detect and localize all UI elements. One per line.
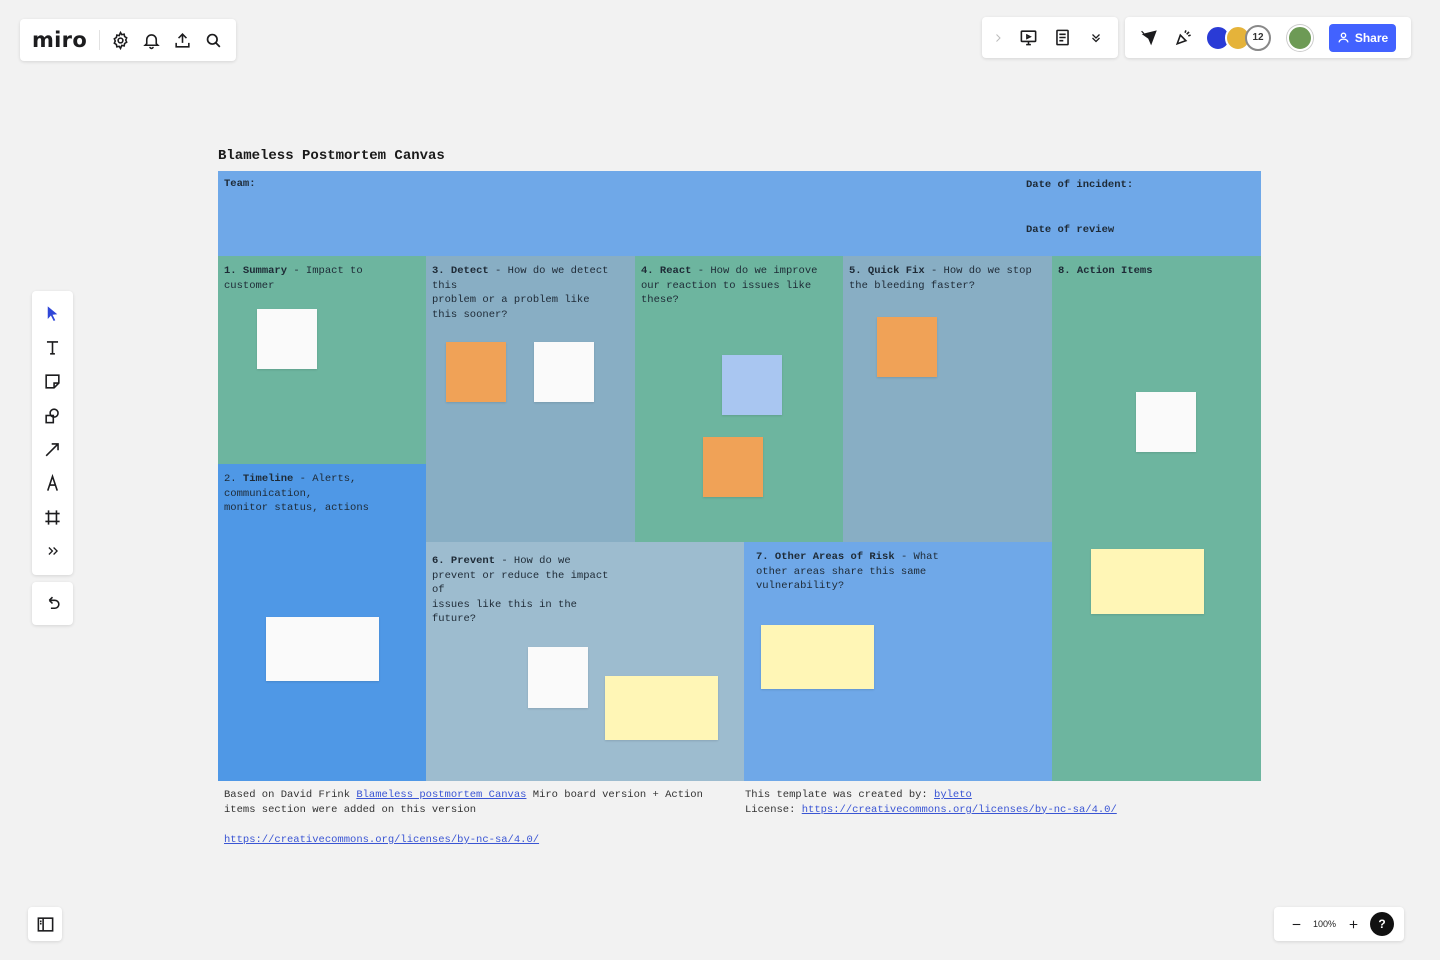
section-name: Other Areas of Risk	[774, 551, 895, 563]
collaborator-count-badge[interactable]: 12	[1245, 24, 1271, 51]
section-number: 5.	[849, 265, 862, 277]
board-header[interactable]	[218, 171, 1261, 256]
sticky-note[interactable]	[1091, 549, 1204, 614]
footer-license-url: https://creativecommons.org/licenses/by-…	[224, 833, 539, 848]
celebrate-icon[interactable]	[1171, 26, 1195, 50]
section-name: Action Items	[1076, 265, 1153, 277]
section-description: - How do we stop the bleeding faster?	[849, 265, 1032, 292]
section-name: React	[659, 265, 692, 277]
section-description: - Alerts, communication, monitor status,…	[224, 473, 369, 515]
canvas-source-link[interactable]: Blameless postmortem Canvas	[356, 789, 527, 801]
sticky-note[interactable]	[534, 342, 594, 402]
section-number: 8.	[1058, 265, 1071, 277]
sticky-note[interactable]	[703, 437, 763, 497]
settings-icon[interactable]	[110, 28, 131, 52]
section-name: Prevent	[450, 555, 496, 567]
upload-icon[interactable]	[172, 28, 193, 52]
sticky-note-tool-icon[interactable]	[39, 369, 67, 393]
share-label: Share	[1354, 30, 1389, 45]
board-title[interactable]: Blameless Postmortem Canvas	[218, 148, 445, 164]
credits-prefix: This template was created by:	[745, 789, 935, 801]
section-number: 6.	[432, 555, 445, 567]
section-number: 1.	[224, 265, 237, 277]
section-name: Detect	[450, 265, 489, 277]
undo-panel	[32, 582, 73, 625]
license-link[interactable]: https://creativecommons.org/licenses/by-…	[224, 834, 540, 846]
sticky-note[interactable]	[877, 317, 937, 377]
undo-icon[interactable]	[41, 592, 65, 616]
section-number: 7.	[756, 551, 769, 563]
sticky-note[interactable]	[266, 617, 379, 681]
section-action-items[interactable]: 8. Action Items	[1052, 256, 1261, 781]
collaborator-avatars[interactable]: 12	[1205, 24, 1271, 51]
divider	[99, 30, 100, 50]
section-description: - How do we detect this problem or a pro…	[432, 265, 609, 321]
share-button[interactable]: Share	[1329, 23, 1396, 52]
miro-logo[interactable]: miro	[32, 28, 88, 52]
section-description: - How do we improve our reaction to issu…	[641, 265, 818, 307]
sticky-note[interactable]	[528, 647, 588, 708]
board-panel-toggle[interactable]	[28, 907, 62, 941]
notes-icon[interactable]	[1050, 26, 1074, 50]
section-summary[interactable]: 1. Summary - Impact to customer	[218, 256, 426, 464]
section-name: Quick Fix	[867, 265, 925, 277]
select-tool-icon[interactable]	[39, 301, 67, 325]
bell-icon[interactable]	[141, 28, 162, 52]
section-number: 4.	[641, 265, 654, 277]
cursor-follow-icon[interactable]	[1137, 26, 1161, 50]
footer-attribution: Based on David Frink Blameless postmorte…	[224, 788, 734, 817]
author-link[interactable]: byleto	[934, 789, 972, 801]
section-description: - What other areas share this same vulne…	[756, 551, 939, 593]
date-incident-label: Date of incident:	[1026, 179, 1134, 191]
user-icon	[1338, 32, 1349, 43]
footer-credits: This template was created by: byleto Lice…	[745, 788, 1205, 817]
sticky-note[interactable]	[257, 309, 317, 369]
sidebar-toggle-icon[interactable]	[33, 912, 57, 936]
date-review-label: Date of review	[1026, 224, 1115, 236]
top-left-toolbar: miro	[20, 19, 236, 61]
top-right-toolbar: 12 Share	[1125, 17, 1411, 58]
chevron-double-down-icon[interactable]	[1084, 26, 1108, 50]
sticky-note[interactable]	[761, 625, 874, 689]
zoom-level[interactable]: 100%	[1312, 919, 1337, 929]
search-icon[interactable]	[203, 28, 224, 52]
attribution-prefix: Based on David Frink	[224, 789, 357, 801]
section-description: - Impact to customer	[224, 265, 363, 292]
present-icon[interactable]	[1016, 26, 1040, 50]
arrow-tool-icon[interactable]	[39, 437, 67, 461]
section-quick-fix[interactable]: 5. Quick Fix - How do we stop the bleedi…	[843, 256, 1052, 542]
pen-tool-icon[interactable]	[39, 471, 67, 495]
section-number: 2.	[224, 473, 237, 485]
help-button[interactable]: ?	[1369, 912, 1394, 936]
text-tool-icon[interactable]	[39, 335, 67, 359]
section-description: - How do we prevent or reduce the impact…	[432, 555, 609, 626]
team-label: Team:	[224, 178, 256, 190]
zoom-out-icon[interactable]	[1284, 912, 1308, 936]
zoom-controls: 100% ?	[1274, 907, 1404, 941]
license-link[interactable]: https://creativecommons.org/licenses/by-…	[801, 803, 1117, 816]
user-avatar[interactable]	[1287, 24, 1313, 51]
sticky-note[interactable]	[722, 355, 782, 415]
zoom-in-icon[interactable]	[1341, 912, 1365, 936]
section-number: 3.	[432, 265, 445, 277]
chevron-right-icon[interactable]	[990, 26, 1006, 50]
sticky-note[interactable]	[446, 342, 506, 402]
left-toolbar	[32, 291, 73, 575]
section-name: Summary	[242, 265, 288, 277]
shapes-tool-icon[interactable]	[39, 403, 67, 427]
section-name: Timeline	[242, 473, 294, 485]
sticky-note[interactable]	[605, 676, 718, 740]
sticky-note[interactable]	[1136, 392, 1196, 452]
license-label: License:	[745, 803, 802, 816]
frame-tool-icon[interactable]	[39, 505, 67, 529]
attribution-suffix: Miro board version + Action items sectio…	[224, 789, 703, 816]
top-center-toolbar	[982, 17, 1118, 58]
more-tools-icon[interactable]	[39, 539, 67, 563]
